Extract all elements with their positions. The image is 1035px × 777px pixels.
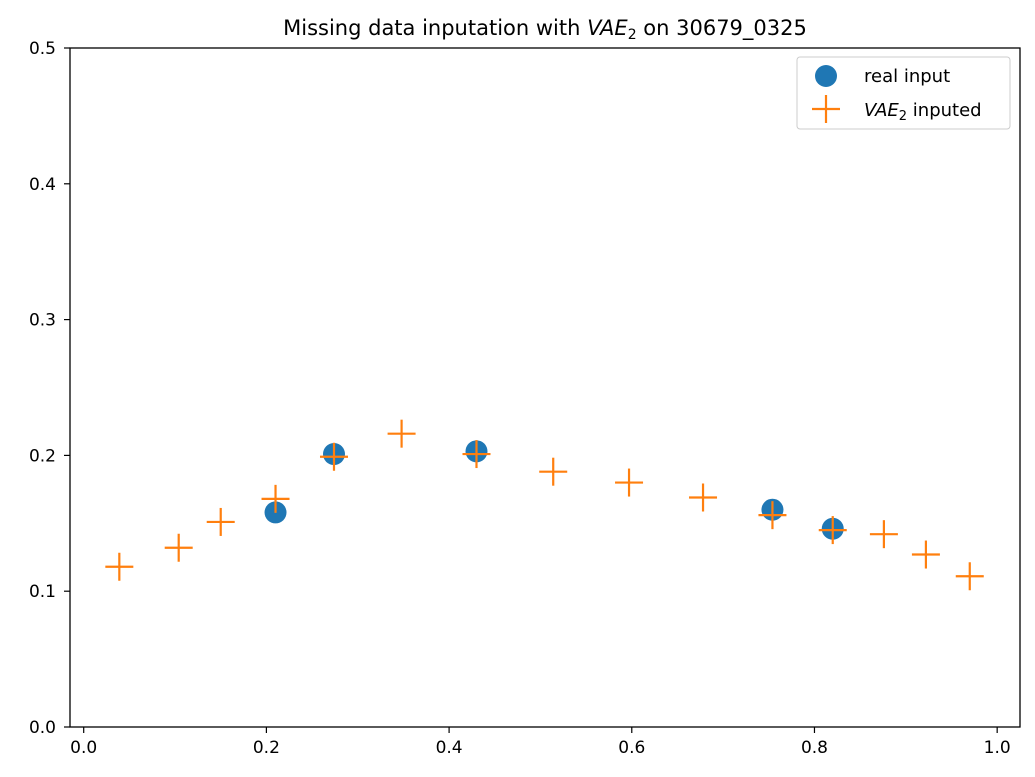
legend: real input VAE2 inputed — [796, 56, 1011, 130]
inputed-series — [105, 419, 984, 591]
x-tick-label: 0.6 — [618, 738, 645, 758]
inputed-point — [105, 552, 134, 581]
inputed-point — [462, 440, 491, 469]
legend-inputed-label: VAE2 inputed — [864, 100, 982, 124]
chart-title: Missing data inputation with VAE2 on 306… — [283, 16, 807, 43]
x-tick-label: 1.0 — [984, 738, 1011, 758]
inputed-point — [164, 533, 193, 562]
legend-real-input-marker — [815, 65, 837, 87]
inputed-point — [818, 516, 847, 545]
chart-title-suffix: on 30679_0325 — [637, 16, 807, 41]
legend-inputed-variable: VAE — [864, 100, 899, 121]
y-tick-label: 0.3 — [29, 311, 56, 331]
inputed-point — [319, 442, 348, 471]
chart-title-prefix: Missing data inputation with — [283, 16, 587, 40]
legend-inputed-suffix: inputed — [907, 100, 982, 121]
y-tick-label: 0.1 — [29, 582, 56, 602]
inputed-point — [206, 507, 235, 536]
plot-marks — [105, 419, 984, 591]
axes: 0.0 0.2 0.4 0.6 0.8 1.0 0.0 0.1 0.2 0.3 0.4 0.5 — [29, 39, 1011, 758]
inputed-point — [615, 468, 644, 497]
y-tick-label: 0.5 — [29, 39, 56, 59]
legend-inputed-subscript: 2 — [899, 109, 907, 124]
legend-box — [796, 56, 1011, 130]
chart-title-variable: VAE — [587, 16, 628, 40]
chart-title-subscript: 2 — [628, 27, 637, 43]
legend-inputed-marker — [812, 95, 840, 123]
inputed-point — [689, 483, 718, 512]
inputed-point — [955, 562, 984, 591]
inputed-point — [387, 419, 416, 448]
inputed-point — [539, 457, 568, 486]
legend-real-input-label: real input — [864, 66, 950, 87]
inputed-point — [758, 501, 787, 530]
x-tick-label: 0.0 — [70, 738, 97, 758]
y-tick-label: 0.4 — [29, 175, 56, 195]
x-tick-label: 0.8 — [801, 738, 828, 758]
x-tick-label: 0.2 — [253, 738, 280, 758]
inputed-point — [869, 520, 898, 549]
inputed-point — [911, 540, 940, 569]
y-tick-label: 0.0 — [29, 718, 56, 738]
y-tick-label: 0.2 — [29, 446, 56, 466]
inputed-point — [261, 484, 290, 513]
plot-frame — [69, 47, 1021, 728]
x-tick-label: 0.4 — [436, 738, 463, 758]
